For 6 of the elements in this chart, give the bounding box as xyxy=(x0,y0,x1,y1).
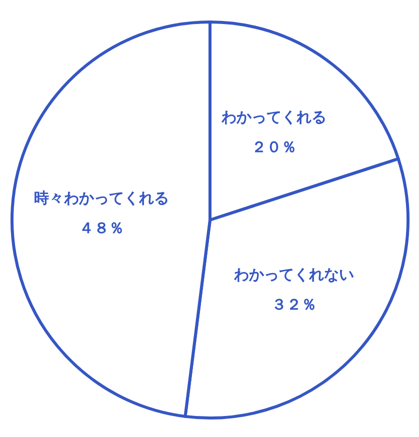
data-label: ４８％ xyxy=(78,219,124,238)
slice-label: 時々わかってくれる xyxy=(34,189,169,208)
data-label: ２０％ xyxy=(252,138,297,156)
data-label: ３２％ xyxy=(271,295,316,314)
slice-label: わかってくれない xyxy=(232,265,354,284)
slice-label: わかってくれる xyxy=(220,108,327,126)
